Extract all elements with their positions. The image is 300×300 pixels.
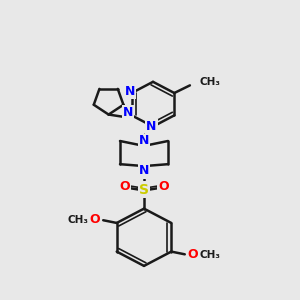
Text: N: N — [139, 164, 149, 178]
Text: N: N — [123, 106, 133, 119]
Text: O: O — [119, 179, 130, 193]
Text: CH₃: CH₃ — [200, 250, 221, 260]
Text: N: N — [139, 134, 149, 148]
Text: CH₃: CH₃ — [67, 215, 88, 225]
Text: O: O — [188, 248, 199, 261]
Text: N: N — [125, 85, 135, 98]
Text: N: N — [146, 120, 157, 133]
Text: O: O — [89, 213, 100, 226]
Text: S: S — [139, 182, 149, 197]
Text: CH₃: CH₃ — [200, 77, 220, 87]
Text: O: O — [158, 179, 169, 193]
